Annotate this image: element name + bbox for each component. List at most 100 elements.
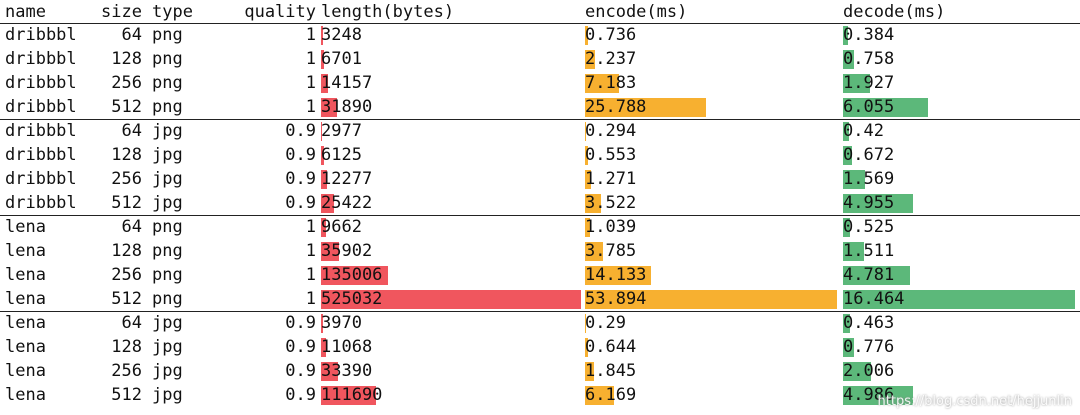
cell: dribbbl — [5, 145, 77, 165]
cell: 1.039 — [585, 217, 637, 237]
cell: png — [152, 217, 183, 237]
watermark: https://blog.csdn.net/hejjunlin — [877, 394, 1072, 409]
data-bar — [843, 50, 854, 69]
cell: png — [152, 49, 183, 69]
cell: 64 — [121, 217, 142, 237]
data-bar — [585, 314, 587, 333]
cell: 0.9 — [285, 361, 316, 381]
cell: jpg — [152, 361, 183, 381]
cell: 1.845 — [585, 361, 637, 381]
cell: 0.672 — [843, 145, 895, 165]
cell: 128 — [111, 49, 142, 69]
column-header: name — [5, 2, 46, 22]
cell: 256 — [111, 169, 142, 189]
column-header: length(bytes) — [321, 2, 455, 22]
data-bar — [843, 218, 851, 237]
group-rule — [0, 119, 1080, 120]
data-bar — [321, 74, 328, 93]
cell: dribbbl — [5, 169, 77, 189]
cell: dribbbl — [5, 121, 77, 141]
data-bar — [585, 266, 652, 285]
header-rule — [0, 23, 1080, 24]
cell: dribbbl — [5, 25, 77, 45]
cell: 64 — [121, 313, 142, 333]
cell: 128 — [111, 145, 142, 165]
cell: 25422 — [321, 193, 373, 213]
cell: png — [152, 73, 183, 93]
data-bar — [843, 122, 849, 141]
data-bar — [321, 290, 581, 309]
cell: 128 — [111, 337, 142, 357]
data-bar — [843, 26, 849, 45]
data-bar — [321, 170, 328, 189]
data-bar — [843, 386, 914, 405]
cell: 512 — [111, 97, 142, 117]
cell: 0.463 — [843, 313, 895, 333]
data-bar — [585, 98, 706, 117]
cell: 1 — [305, 73, 316, 93]
cell: 3248 — [321, 25, 362, 45]
cell: 6.169 — [585, 385, 637, 405]
cell: 128 — [111, 241, 142, 261]
cell: 1 — [305, 217, 316, 237]
cell: 16.464 — [843, 289, 905, 309]
cell: lena — [5, 361, 46, 381]
cell: 256 — [111, 73, 142, 93]
data-bar — [843, 74, 871, 93]
cell: dribbbl — [5, 97, 77, 117]
cell: lena — [5, 265, 46, 285]
cell: 1 — [305, 241, 316, 261]
data-bar — [321, 266, 388, 285]
cell: 0.9 — [285, 193, 316, 213]
cell: 4.781 — [843, 265, 895, 285]
column-header: quality — [244, 2, 316, 22]
cell: 1 — [305, 25, 316, 45]
column-header: type — [152, 2, 193, 22]
data-bar — [321, 194, 334, 213]
data-bar — [843, 266, 911, 285]
cell: 0.9 — [285, 169, 316, 189]
data-bar — [585, 170, 591, 189]
cell: 6.055 — [843, 97, 895, 117]
cell: 1 — [305, 289, 316, 309]
cell: jpg — [152, 337, 183, 357]
data-bar — [585, 74, 619, 93]
data-bar — [321, 146, 325, 165]
cell: lena — [5, 217, 46, 237]
cell: 1 — [305, 97, 316, 117]
cell: lena — [5, 289, 46, 309]
cell: 9662 — [321, 217, 362, 237]
cell: jpg — [152, 385, 183, 405]
data-bar — [585, 194, 602, 213]
cell: 3970 — [321, 313, 362, 333]
data-bar — [843, 314, 850, 333]
cell: 2.006 — [843, 361, 895, 381]
cell: lena — [5, 241, 46, 261]
cell: 0.9 — [285, 313, 316, 333]
data-bar — [321, 386, 377, 405]
cell: 256 — [111, 265, 142, 285]
cell: 0.525 — [843, 217, 895, 237]
cell: jpg — [152, 145, 183, 165]
cell: 0.9 — [285, 121, 316, 141]
group-rule — [0, 215, 1080, 216]
data-bar — [843, 194, 913, 213]
data-bar — [321, 26, 323, 45]
data-bar — [585, 386, 614, 405]
cell: 0.294 — [585, 121, 637, 141]
cell: 64 — [121, 121, 142, 141]
cell: 1.271 — [585, 169, 637, 189]
cell: png — [152, 97, 183, 117]
cell: 31890 — [321, 97, 373, 117]
data-bar — [585, 122, 587, 141]
data-bar — [321, 362, 338, 381]
data-bar — [843, 338, 854, 357]
cell: 35902 — [321, 241, 373, 261]
cell: jpg — [152, 169, 183, 189]
cell: 1.511 — [843, 241, 895, 261]
cell: 0.736 — [585, 25, 637, 45]
data-bar — [321, 218, 326, 237]
cell: lena — [5, 337, 46, 357]
data-bar — [321, 50, 325, 69]
cell: 0.42 — [843, 121, 884, 141]
